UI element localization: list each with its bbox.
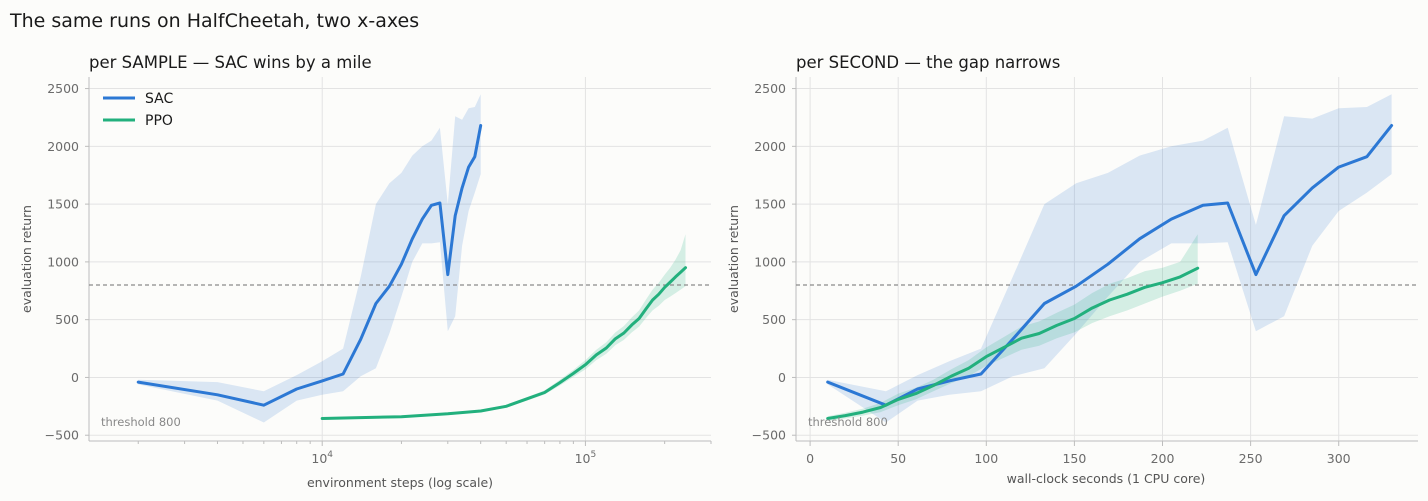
sac-line (136, 124, 483, 407)
x-tick-label: 104 (311, 450, 333, 466)
confidence-bands (827, 94, 1392, 423)
x-tick-label: 50 (890, 451, 906, 466)
y-tick-label: 500 (762, 312, 786, 327)
panel-per-second: −500 0 500 1000 1500 2000 2500 0 50 100 150 200 250 3… (726, 53, 1418, 486)
x-axis-label: environment steps (log scale) (307, 475, 493, 490)
sac-line (826, 124, 1394, 407)
y-tick-label: 2500 (47, 81, 79, 96)
y-tick-label: 1500 (47, 197, 79, 212)
y-tick-label: 1500 (754, 197, 786, 212)
legend: SAC PPO (103, 91, 173, 129)
x-tick-label: 250 (1239, 451, 1263, 466)
tick-labels: −500 0 500 1000 1500 2000 2500 0 50 100 150 200 250 3… (752, 81, 1351, 466)
series-lines (136, 124, 687, 420)
y-tick-label: 1000 (754, 254, 786, 269)
ppo-line (320, 266, 687, 420)
tick-labels: −500 0 500 1000 1500 2000 2500 104 105 (45, 81, 712, 466)
panel-per-sample: −500 0 500 1000 1500 2000 2500 104 105 per SAMPL… (19, 53, 712, 490)
x-tick-label: 200 (1151, 451, 1175, 466)
threshold-label: threshold 800 (808, 415, 888, 429)
sac-confidence-band (138, 94, 481, 423)
figure-title: The same runs on HalfCheetah, two x-axes (9, 10, 419, 32)
gridlines (89, 77, 711, 441)
y-tick-label: 2500 (754, 81, 786, 96)
y-tick-label: 0 (778, 370, 786, 385)
panel-title: per SAMPLE — SAC wins by a mile (89, 53, 372, 72)
legend-sac-label: SAC (145, 91, 173, 107)
y-tick-label: 500 (55, 312, 79, 327)
series-lines (826, 124, 1394, 420)
sac-confidence-band (827, 94, 1392, 423)
y-tick-label: 0 (71, 370, 79, 385)
y-tick-label: 2000 (754, 139, 786, 154)
x-tick-label: 300 (1327, 451, 1351, 466)
confidence-bands (138, 94, 686, 423)
y-axis-label: evaluation return (726, 205, 741, 313)
panel-title: per SECOND — the gap narrows (796, 53, 1060, 72)
x-tick-label: 0 (806, 451, 814, 466)
y-axis-label: evaluation return (19, 205, 34, 313)
x-tick-label: 105 (575, 450, 597, 466)
legend-ppo-label: PPO (145, 113, 173, 129)
y-tick-label: 2000 (47, 139, 79, 154)
x-tick-label: 100 (974, 451, 998, 466)
x-tick-label: 150 (1062, 451, 1086, 466)
x-axis-label: wall-clock seconds (1 CPU core) (1007, 471, 1206, 486)
ppo-line (826, 266, 1200, 420)
gridlines (796, 77, 1418, 441)
y-tick-label: −500 (752, 428, 786, 443)
y-tick-label: −500 (45, 428, 79, 443)
y-tick-label: 1000 (47, 254, 79, 269)
threshold-label: threshold 800 (101, 415, 181, 429)
